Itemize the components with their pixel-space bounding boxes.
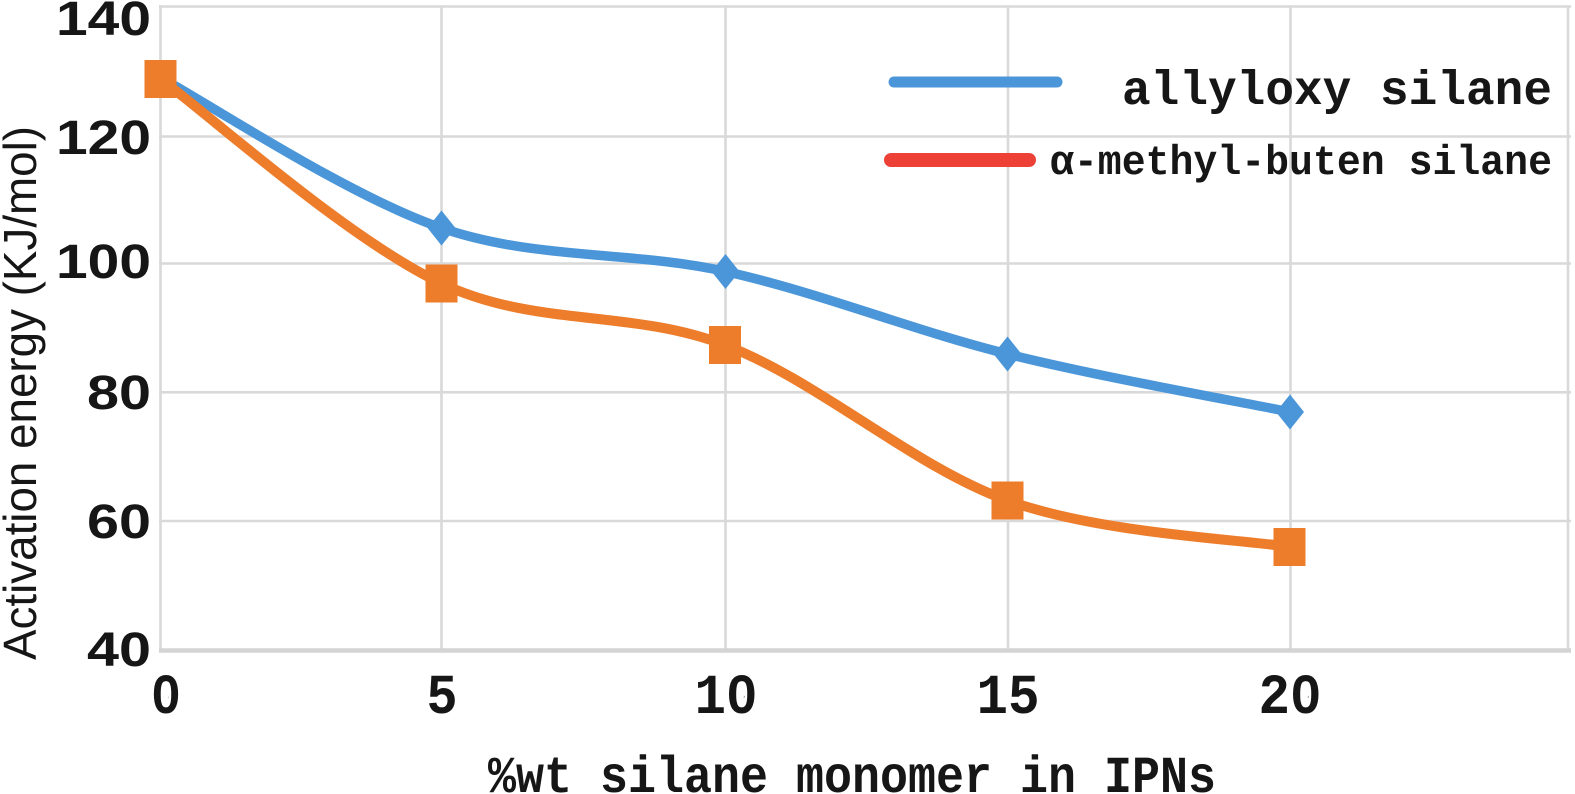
svg-text:120: 120 — [56, 112, 151, 165]
svg-text:%wt silane monomer in IPNs: %wt silane monomer in IPNs — [488, 749, 1216, 794]
svg-text:140: 140 — [56, 0, 151, 46]
svg-text:40: 40 — [87, 624, 151, 677]
svg-text:α-methyl-buten silane: α-methyl-buten silane — [1050, 139, 1552, 187]
svg-text:15: 15 — [977, 667, 1040, 731]
svg-text:10: 10 — [695, 667, 758, 731]
svg-text:20: 20 — [1259, 667, 1322, 731]
svg-text:0: 0 — [151, 667, 181, 731]
svg-text:60: 60 — [87, 496, 151, 549]
svg-text:allyloxy silane: allyloxy silane — [1122, 65, 1552, 119]
svg-text:100: 100 — [56, 236, 151, 289]
svg-text:5: 5 — [427, 667, 458, 731]
svg-text:Activation energy (KJ/mol): Activation energy (KJ/mol) — [0, 126, 46, 660]
svg-text:80: 80 — [87, 367, 151, 420]
